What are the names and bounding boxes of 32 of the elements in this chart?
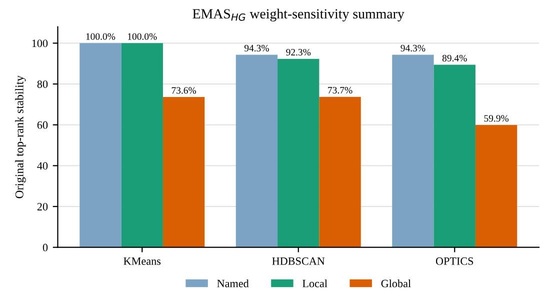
data-label: 92.3%	[286, 48, 311, 56]
data-label: 89.4%	[442, 54, 467, 62]
x-tick-label: HDBSCAN	[272, 257, 325, 265]
legend-label: Named	[217, 279, 249, 288]
bar	[434, 64, 476, 248]
data-label: 100.0%	[86, 33, 116, 40]
bar	[121, 43, 163, 248]
data-label: 94.3%	[244, 44, 269, 52]
y-tick-label: 20	[37, 202, 48, 210]
data-label: 94.3%	[400, 44, 426, 52]
y-tick-label: 60	[37, 121, 48, 129]
data-label: 100.0%	[128, 33, 157, 40]
bar	[319, 96, 361, 248]
chart-title: EMAS$_{HG}$ weight-sensitivity summary	[192, 8, 404, 22]
bar	[475, 125, 518, 248]
bar	[162, 97, 205, 248]
x-tick-label: KMeans	[124, 257, 161, 265]
y-tick-label: 0	[42, 244, 48, 252]
y-axis-title: Original top-rank stability	[15, 75, 26, 198]
data-label: 73.6%	[172, 87, 196, 94]
bar	[392, 54, 434, 248]
y-tick-label: 40	[37, 162, 48, 170]
data-label: 59.9%	[484, 115, 509, 122]
legend-label: Global	[381, 279, 411, 288]
bar	[236, 54, 278, 248]
y-tick-label: 100	[32, 40, 48, 48]
x-tick-label: OPTICS	[436, 257, 474, 265]
bar	[80, 43, 122, 248]
legend-label: Local	[302, 279, 328, 288]
bar	[278, 58, 320, 248]
data-label: 73.7%	[328, 86, 352, 94]
y-tick-label: 80	[37, 80, 48, 88]
